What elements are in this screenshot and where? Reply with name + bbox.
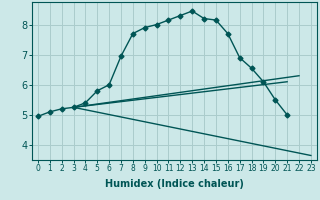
X-axis label: Humidex (Indice chaleur): Humidex (Indice chaleur) <box>105 179 244 189</box>
